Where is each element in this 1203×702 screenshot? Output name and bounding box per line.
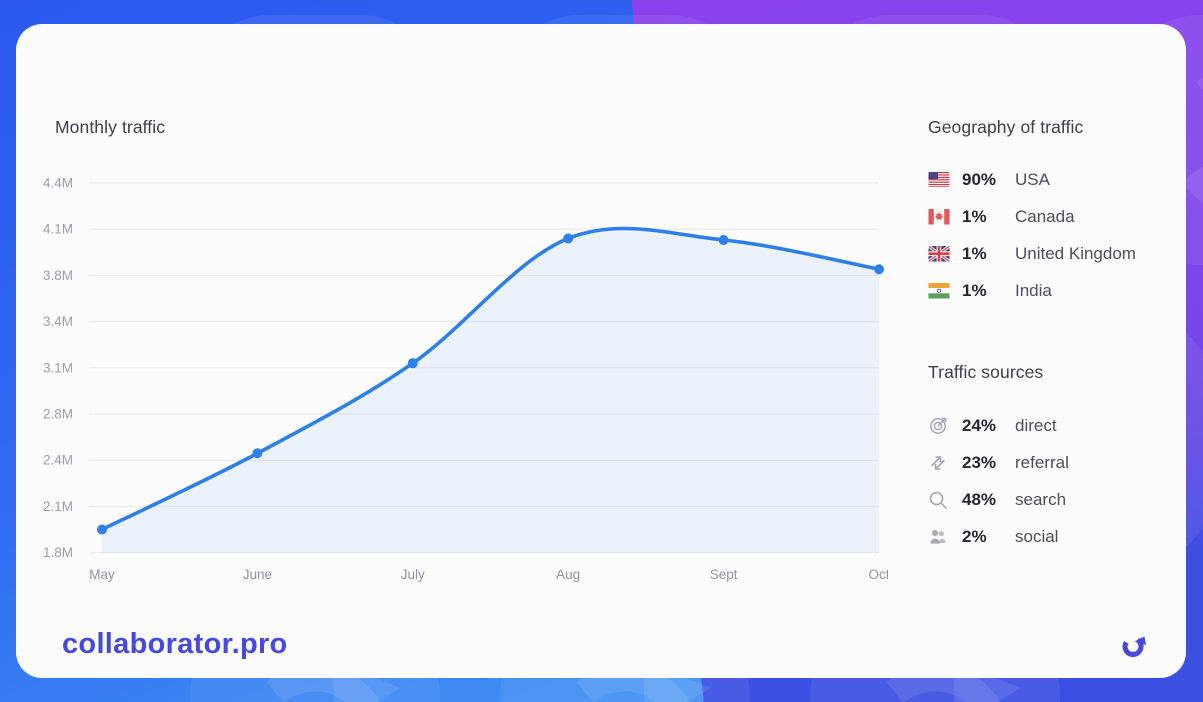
source-label: social: [1015, 527, 1059, 547]
target-icon: [928, 416, 950, 436]
geo-country: India: [1015, 281, 1052, 301]
source-row-direct: 24% direct: [928, 407, 1186, 444]
canada-flag-icon: [928, 207, 950, 227]
data-point: [563, 233, 574, 244]
source-percent: 48%: [962, 489, 997, 509]
people-icon: [928, 527, 950, 547]
x-tick-label: May: [89, 567, 115, 582]
data-point: [718, 234, 729, 245]
geo-percent: 1%: [962, 243, 987, 263]
y-tick-label: 1.8M: [43, 545, 73, 560]
geo-country: Canada: [1015, 206, 1075, 226]
source-percent: 2%: [962, 527, 987, 547]
y-tick-label: 3.1M: [43, 360, 73, 375]
geography-title: Geography of traffic: [928, 117, 1084, 137]
report-card: Monthly traffic 4.4M 4.1M 3.8M 3.4M 3.1M 2.8M…: [16, 24, 1186, 678]
geo-percent: 1%: [962, 206, 987, 226]
traffic-sources-list: 24% direct 23% referral 48% search: [928, 407, 1186, 556]
usa-flag-icon: [928, 170, 950, 190]
geo-country: United Kingdom: [1015, 243, 1136, 263]
chart-title: Monthly traffic: [55, 117, 166, 137]
geo-percent: 1%: [962, 281, 987, 301]
geography-list: 90% USA 1% Canada: [928, 161, 1186, 310]
geography-row-canada: 1% Canada: [928, 198, 1186, 235]
geo-percent: 90%: [962, 169, 997, 189]
source-row-search: 48% search: [928, 481, 1186, 518]
uk-flag-icon: [928, 244, 950, 264]
traffic-line: [100, 226, 881, 532]
data-point: [252, 448, 263, 459]
source-percent: 23%: [962, 452, 997, 472]
source-row-referral: 23% referral: [928, 444, 1186, 481]
geography-row-usa: 90% USA: [928, 161, 1186, 198]
source-row-social: 2% social: [928, 519, 1186, 556]
data-point: [97, 524, 107, 535]
y-tick-label: 2.4M: [43, 453, 73, 468]
traffic-sources-title: Traffic sources: [928, 362, 1044, 382]
x-tick-label: July: [401, 567, 425, 582]
source-percent: 24%: [962, 415, 997, 435]
data-point: [407, 358, 418, 369]
brand-logo-icon: [1122, 636, 1146, 657]
x-tick-label: Aug: [556, 567, 580, 582]
y-tick-label: 4.4M: [43, 176, 73, 191]
geography-row-uk: 1% United Kingdom: [928, 235, 1186, 272]
y-tick-label: 3.8M: [43, 268, 73, 283]
y-tick-label: 4.1M: [43, 222, 73, 237]
source-label: referral: [1015, 452, 1069, 472]
y-tick-label: 3.4M: [43, 314, 73, 329]
search-icon: [928, 490, 950, 510]
monthly-traffic-chart: 4.4M 4.1M 3.8M 3.4M 3.1M 2.8M 2.4M 2.1M 1.8M May J…: [43, 165, 890, 595]
area-fill: [102, 228, 879, 553]
geo-country: USA: [1015, 169, 1050, 189]
x-tick-label: Oct: [868, 567, 888, 582]
data-point: [874, 264, 884, 275]
x-tick-label: Sept: [710, 567, 738, 582]
y-tick-label: 2.1M: [43, 499, 73, 514]
x-tick-label: June: [243, 567, 272, 582]
line-chart-svg: 4.4M 4.1M 3.8M 3.4M 3.1M 2.8M 2.4M 2.1M 1.8M May J…: [43, 176, 890, 583]
referral-arrows-icon: [928, 453, 950, 473]
source-label: direct: [1015, 415, 1057, 435]
source-label: search: [1015, 489, 1067, 509]
y-tick-label: 2.8M: [43, 407, 73, 422]
geography-row-india: 1% India: [928, 273, 1186, 310]
brand-wordmark: collaborator.pro: [62, 628, 288, 660]
india-flag-icon: [928, 281, 950, 301]
